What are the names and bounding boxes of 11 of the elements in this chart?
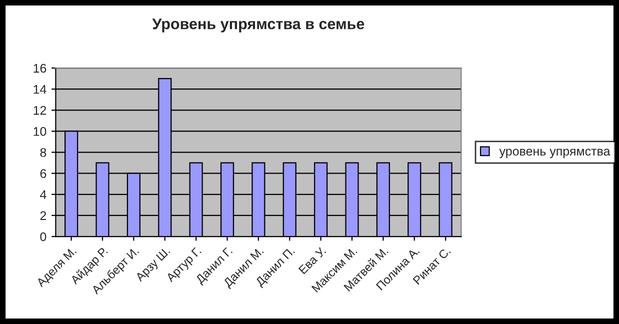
y-tick-label: 4 — [40, 190, 46, 199]
y-tick-label: 12 — [34, 106, 46, 115]
y-tick-label: 2 — [40, 211, 46, 220]
y-tick-label: 8 — [40, 148, 46, 157]
y-tick-label: 16 — [34, 64, 46, 73]
legend-label: уровень упрямства — [499, 148, 610, 158]
y-tick-label: 10 — [34, 127, 46, 136]
y-tick-label: 14 — [34, 85, 46, 94]
y-tick-label: 6 — [40, 169, 46, 178]
y-tick-label: 0 — [40, 232, 46, 242]
chart-title: Уровень упрямства в семье — [152, 18, 364, 32]
